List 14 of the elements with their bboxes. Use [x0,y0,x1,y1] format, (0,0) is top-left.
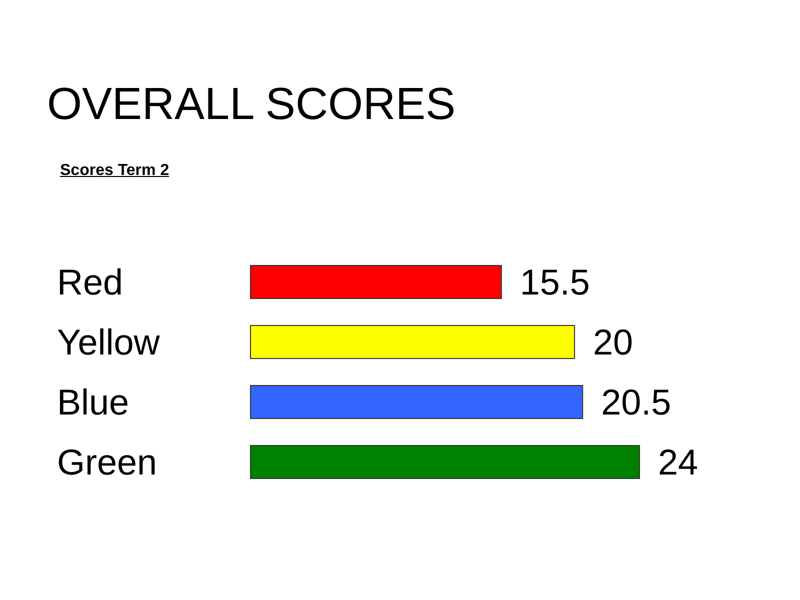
data-label: 15.5 [520,262,590,302]
data-label: 24 [658,442,698,482]
bar [250,445,640,479]
bar [250,385,584,419]
y-tick-label: Green [57,442,158,482]
y-tick-label: Yellow [57,322,161,362]
bar [250,265,502,299]
data-label: 20 [593,322,634,362]
data-label: 20.5 [601,382,672,422]
y-tick-label: Blue [57,382,130,422]
chart-title: OVERALL SCORES [47,78,456,129]
y-tick-label: Red [57,262,124,302]
bar [250,325,575,359]
text: Scores Term 2 [60,162,170,180]
